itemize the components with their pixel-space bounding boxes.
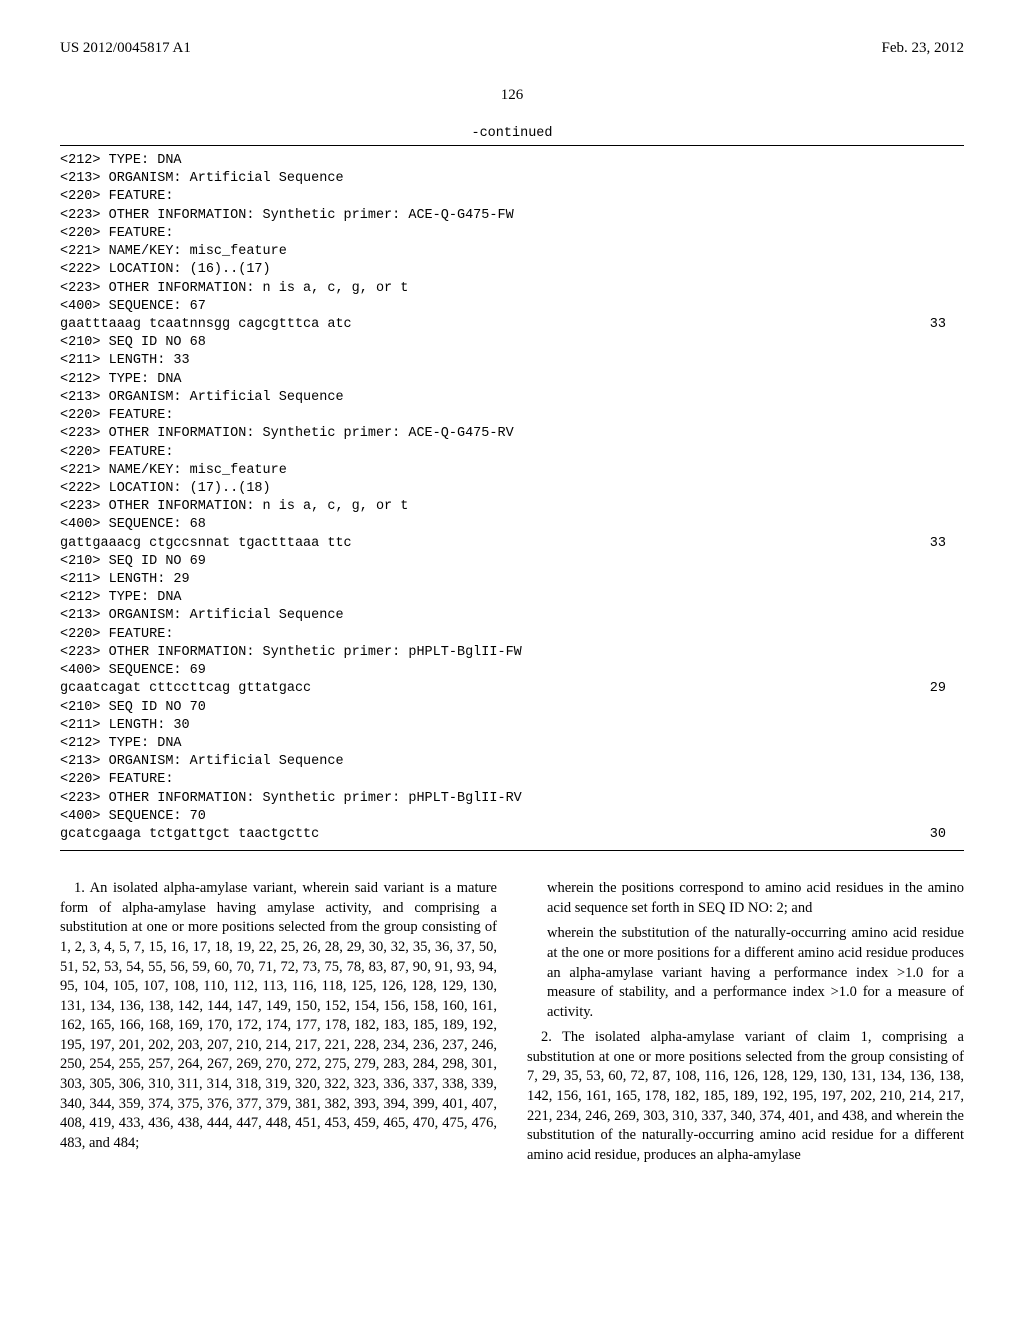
publication-number: US 2012/0045817 A1: [60, 40, 191, 57]
claims-section: 1. An isolated alpha-amylase variant, wh…: [60, 879, 964, 1165]
claim-1-paragraph-2: wherein the positions correspond to amin…: [547, 879, 964, 918]
page-header: US 2012/0045817 A1 Feb. 23, 2012: [60, 40, 964, 57]
publication-date: Feb. 23, 2012: [882, 40, 965, 57]
claim-2: 2. The isolated alpha-amylase variant of…: [527, 1028, 964, 1165]
page-number: 126: [60, 87, 964, 104]
sequence-listing: <212> TYPE: DNA<213> ORGANISM: Artificia…: [60, 145, 964, 851]
continued-label: -continued: [60, 126, 964, 141]
claim-1-paragraph-3: wherein the substitution of the naturall…: [547, 924, 964, 1022]
claim-1-paragraph-1: 1. An isolated alpha-amylase variant, wh…: [60, 879, 497, 1153]
